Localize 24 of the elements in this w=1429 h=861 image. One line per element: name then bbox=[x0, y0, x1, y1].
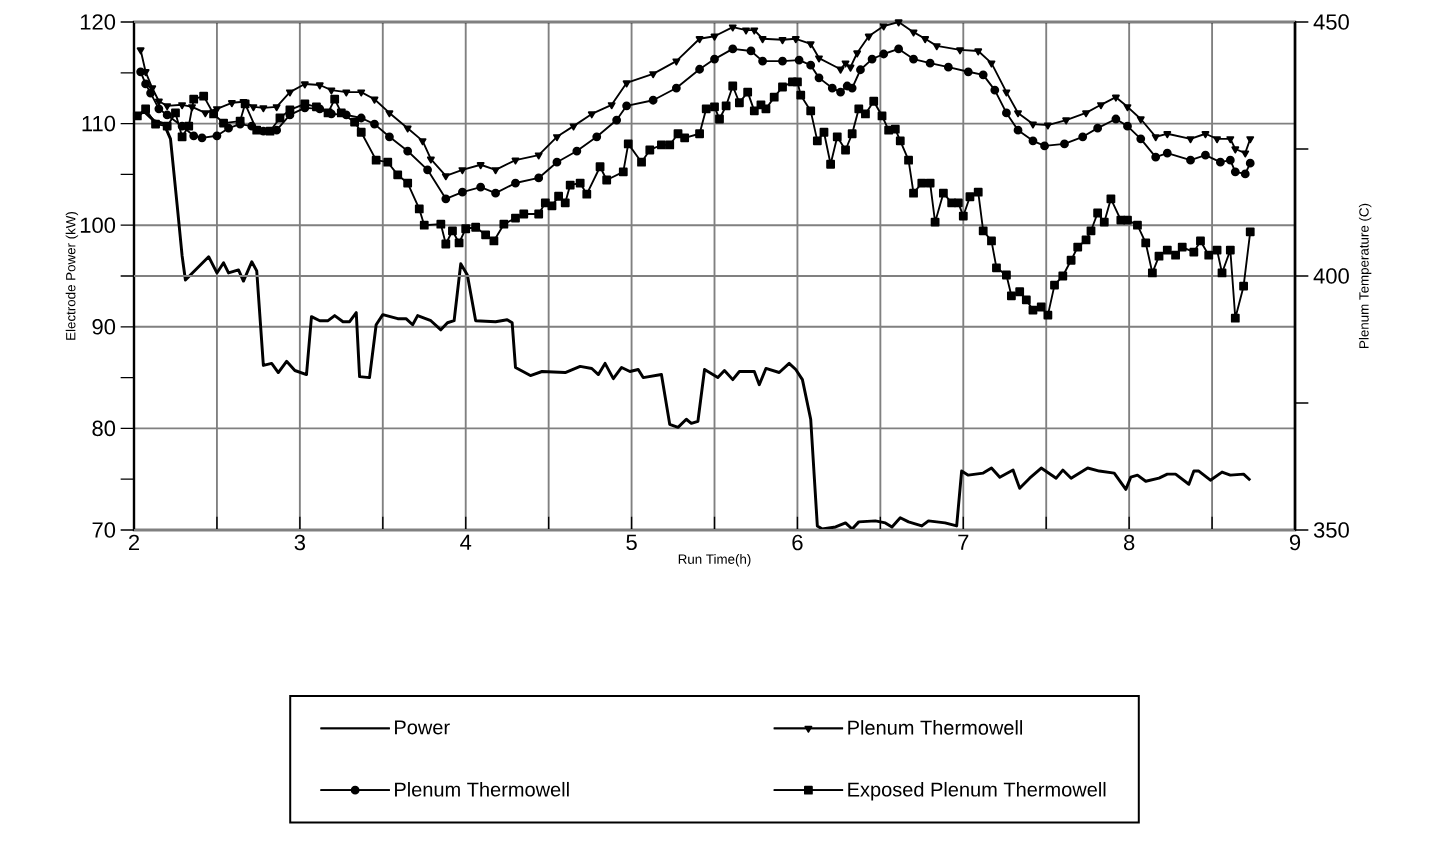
y-tick-label: 100 bbox=[80, 217, 116, 233]
x-tick-label: 3 bbox=[294, 534, 306, 551]
x-tick-label: 4 bbox=[460, 534, 472, 550]
x-tick-label: 9 bbox=[1289, 534, 1301, 551]
x-tick-label: 2 bbox=[128, 534, 140, 551]
y-tick-label: 110 bbox=[82, 115, 116, 132]
y-tick-label: 70 bbox=[92, 522, 116, 538]
legend-label: Plenum Thermowell bbox=[848, 720, 1023, 735]
legend-label: Exposed Plenum Thermowell bbox=[848, 781, 1106, 801]
y-tick-label: 120 bbox=[80, 14, 116, 30]
y-axis-title: Electrode Power (kW) bbox=[65, 212, 79, 340]
x-tick-label: 5 bbox=[626, 534, 637, 551]
x-tick-label: 7 bbox=[958, 534, 969, 550]
y2-tick-label: 450 bbox=[1313, 14, 1349, 30]
y-tick-label: 80 bbox=[92, 420, 116, 437]
x-axis-title: Run Time(h) bbox=[678, 554, 751, 567]
y2-tick-label: 400 bbox=[1313, 268, 1349, 284]
y2-axis-title: Plenum Temperature (C) bbox=[1358, 203, 1372, 348]
x-tick-label: 8 bbox=[1123, 534, 1135, 551]
legend-label: Power bbox=[395, 720, 450, 735]
legend-label: Plenum Thermowell bbox=[395, 781, 569, 797]
x-tick-label: 6 bbox=[792, 534, 803, 551]
y-tick-label: 90 bbox=[92, 319, 116, 335]
y2-tick-label: 350 bbox=[1313, 522, 1349, 538]
